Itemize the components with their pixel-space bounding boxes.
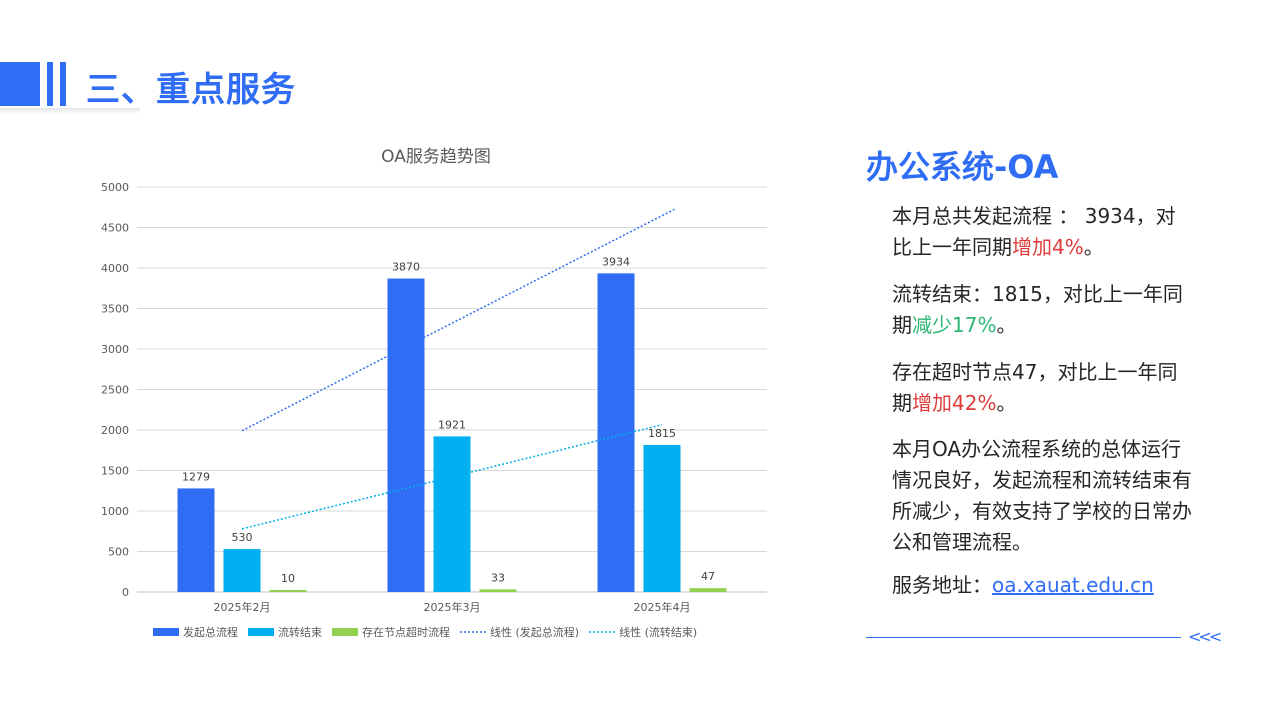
- chevrons-left-icon: <<<: [1188, 627, 1222, 646]
- bar-3: [479, 589, 517, 592]
- stat-paragraph-completed: 流转结束：1815，对比上一年同期减少17%。: [892, 279, 1192, 341]
- y-tick-label: 5000: [101, 181, 129, 194]
- stat-text: 流转结束：1815，对比上一年同期: [892, 282, 1183, 337]
- page-title: 三、重点服务: [86, 70, 296, 110]
- bar-1: [387, 278, 425, 592]
- stat-text: 存在超时节点47，对比上一年同期: [892, 360, 1178, 415]
- legend-label: 存在节点超时流程: [362, 625, 450, 639]
- bar-2: [433, 436, 471, 592]
- header-accent-stripe: [47, 62, 53, 106]
- y-tick-label: 4000: [101, 262, 129, 275]
- chart-title: OA服务趋势图: [381, 147, 491, 167]
- bar-3: [689, 588, 727, 592]
- bar-1: [597, 273, 635, 592]
- x-tick-label: 2025年4月: [634, 600, 691, 614]
- y-tick-label: 500: [108, 546, 129, 559]
- stat-paragraph-initiated: 本月总共发起流程 ： 3934，对比上一年同期增加4%。: [892, 201, 1192, 263]
- stat-suffix: 。: [1083, 235, 1104, 259]
- legend-label: 发起总流程: [183, 625, 238, 639]
- bar-3: [269, 590, 307, 592]
- data-label: 1921: [438, 418, 466, 431]
- stat-change-down: 减少17%: [912, 313, 997, 337]
- header-accent-stripe: [60, 62, 66, 106]
- data-label: 3934: [602, 255, 630, 268]
- address-link[interactable]: oa.xauat.edu.cn: [992, 573, 1154, 597]
- data-label: 1279: [182, 470, 210, 483]
- legend-swatch: [248, 628, 274, 636]
- summary-paragraph: 本月OA办公流程系统的总体运行情况良好，发起流程和流转结束有所减少，有效支持了学…: [892, 437, 1192, 554]
- legend-swatch: [332, 628, 358, 636]
- service-address: 服务地址：oa.xauat.edu.cn: [892, 570, 1192, 601]
- oa-trend-chart: OA服务趋势图 0 500 1000 1500 2000 2500 3000 3500 4000…: [101, 147, 767, 639]
- legend-label: 线性 (流转结束): [619, 625, 697, 639]
- y-tick-label: 2000: [101, 424, 129, 437]
- trendline-1: [241, 207, 677, 432]
- y-tick-label: 0: [122, 586, 129, 599]
- data-label: 1815: [648, 427, 676, 440]
- y-tick-label: 4500: [101, 222, 129, 235]
- data-label: 47: [701, 570, 715, 583]
- stat-change-up: 增加4%: [1012, 235, 1084, 259]
- legend-label: 线性 (发起总流程): [490, 625, 579, 639]
- trendline-2: [241, 424, 663, 530]
- bar-2: [223, 549, 261, 592]
- legend-swatch: [153, 628, 179, 636]
- stat-paragraph-timeout: 存在超时节点47，对比上一年同期增加42%。: [892, 357, 1192, 419]
- address-label: 服务地址：: [892, 573, 992, 597]
- data-label: 530: [232, 531, 253, 544]
- stat-suffix: 。: [996, 313, 1017, 337]
- data-label: 3870: [392, 261, 420, 274]
- legend-label: 流转结束: [278, 625, 322, 639]
- stat-suffix: 。: [996, 391, 1017, 415]
- y-tick-label: 3500: [101, 303, 129, 316]
- header-shadow: [0, 108, 140, 114]
- header-accent-block: [0, 62, 40, 106]
- data-label: 33: [491, 571, 505, 584]
- bar-2: [643, 444, 681, 592]
- bar-1: [177, 488, 215, 592]
- y-tick-label: 3000: [101, 343, 129, 356]
- panel-title: 办公系统-OA: [866, 148, 1059, 186]
- stat-text: 本月总共发起流程 ： 3934，对比上一年同期: [892, 204, 1176, 259]
- data-label: 10: [281, 572, 295, 585]
- y-tick-label: 1500: [101, 465, 129, 478]
- x-tick-label: 2025年3月: [424, 600, 481, 614]
- stat-change-up: 增加42%: [912, 391, 997, 415]
- footer-divider: [866, 637, 1181, 638]
- y-tick-label: 1000: [101, 505, 129, 518]
- x-tick-label: 2025年2月: [214, 600, 271, 614]
- y-tick-label: 2500: [101, 384, 129, 397]
